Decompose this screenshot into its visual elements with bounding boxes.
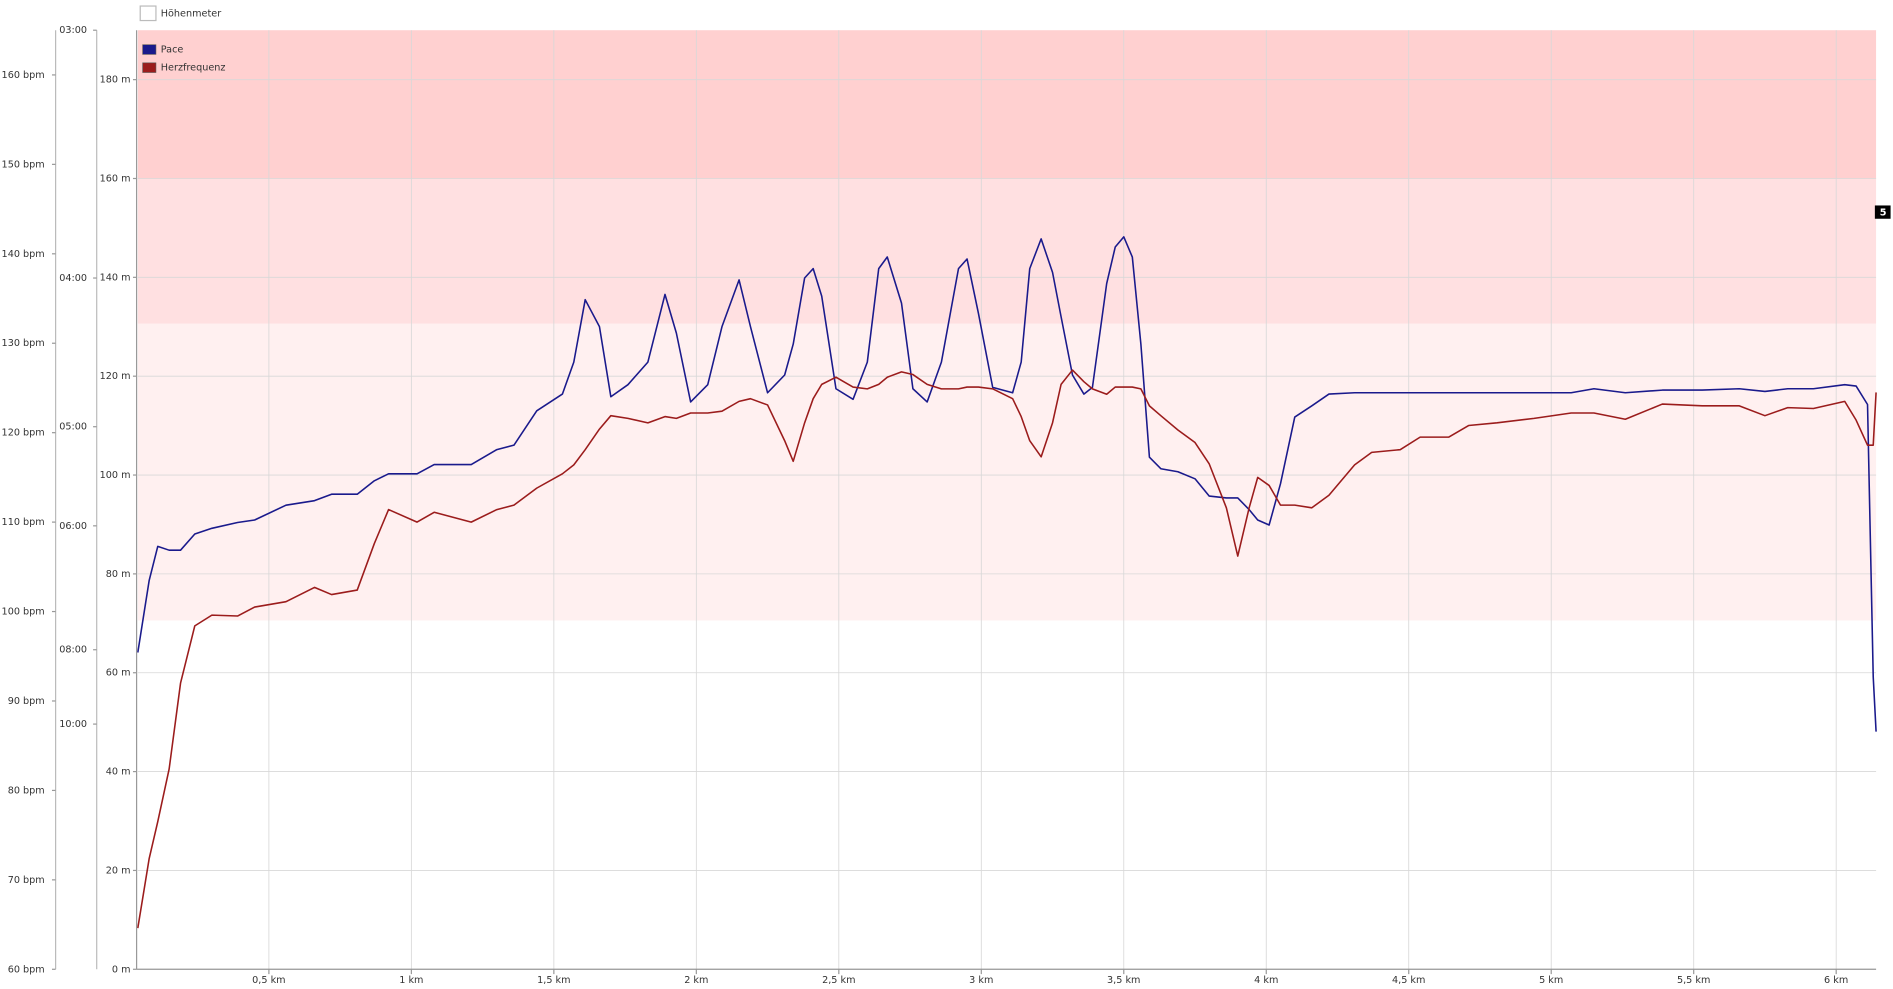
- annotation: 5: [1874, 205, 1891, 219]
- y2-tick-label: 04:00: [59, 273, 87, 284]
- y3-tick-label: 20 m: [106, 865, 131, 876]
- y2-tick-label: 08:00: [59, 645, 87, 656]
- y-tick-label: 90 bpm: [8, 696, 45, 707]
- x-tick-label: 0,5 km: [252, 975, 285, 985]
- series-line: [137, 236, 1877, 732]
- y-tick-label: 140 bpm: [2, 249, 45, 260]
- y2-tick-label: 10:00: [59, 719, 87, 730]
- x-tick-label: 1 km: [399, 975, 423, 985]
- x-tick-label: 2 km: [684, 975, 708, 985]
- legend-label: Höhenmeter: [161, 8, 221, 19]
- y3-tick-label: 180 m: [100, 75, 131, 86]
- y3-tick-label: 60 m: [106, 668, 131, 679]
- zone-band: [137, 30, 1877, 179]
- y3-tick-label: 80 m: [106, 569, 131, 580]
- y-tick-label: 110 bpm: [2, 517, 45, 528]
- y-tick-label: 120 bpm: [2, 428, 45, 439]
- x-tick-label: 1,5 km: [537, 975, 570, 985]
- y-tick-label: 60 bpm: [8, 964, 45, 975]
- x-tick-label: 4,5 km: [1392, 975, 1425, 985]
- x-tick-label: 5,5 km: [1677, 975, 1710, 985]
- x-tick-label: 2,5 km: [822, 975, 855, 985]
- x-tick-label: 3 km: [969, 975, 993, 985]
- y2-tick-label: 05:00: [59, 422, 87, 433]
- y3-tick-label: 160 m: [100, 173, 131, 184]
- legend-label: Pace: [161, 45, 184, 56]
- y-tick-label: 160 bpm: [2, 70, 45, 81]
- zone-band: [137, 178, 1877, 324]
- y3-tick-label: 140 m: [100, 272, 131, 283]
- y3-tick-label: 40 m: [106, 767, 131, 778]
- annotation-box: [1874, 205, 1891, 219]
- y-tick-label: 130 bpm: [2, 338, 45, 349]
- legend-swatch: [142, 44, 157, 55]
- grid: [137, 30, 1877, 970]
- y3-tick-label: 0 m: [112, 964, 131, 975]
- legend-swatch: [142, 62, 157, 73]
- series-line: [137, 369, 1877, 929]
- y3-tick-label: 120 m: [100, 371, 131, 382]
- axes: 60 bpm 70 bpm 80 bpm 90 bpm 100 bpm 110 bpm 12…: [2, 25, 1877, 986]
- top-legend: Höhenmeter: [139, 5, 221, 22]
- legend-swatch: [139, 5, 157, 22]
- x-tick-label: 5 km: [1539, 975, 1563, 985]
- zone-band: [137, 323, 1877, 621]
- x-tick-label: 6 km: [1824, 975, 1848, 985]
- bands: [137, 30, 1877, 621]
- lines: [137, 236, 1877, 929]
- y-tick-label: 70 bpm: [8, 875, 45, 886]
- y-tick-label: 100 bpm: [2, 607, 45, 618]
- y-tick-label: 150 bpm: [2, 159, 45, 170]
- annotation-text: 5: [1880, 208, 1887, 219]
- x-tick-label: 4 km: [1254, 975, 1278, 985]
- y-tick-label: 80 bpm: [8, 785, 45, 796]
- y3-tick-label: 100 m: [100, 470, 131, 481]
- y2-tick-label: 06:00: [59, 521, 87, 532]
- legend: Pace Herzfrequenz: [142, 44, 226, 74]
- x-tick-label: 3,5 km: [1107, 975, 1140, 985]
- legend-label: Herzfrequenz: [161, 63, 226, 74]
- y2-tick-label: 03:00: [59, 25, 87, 36]
